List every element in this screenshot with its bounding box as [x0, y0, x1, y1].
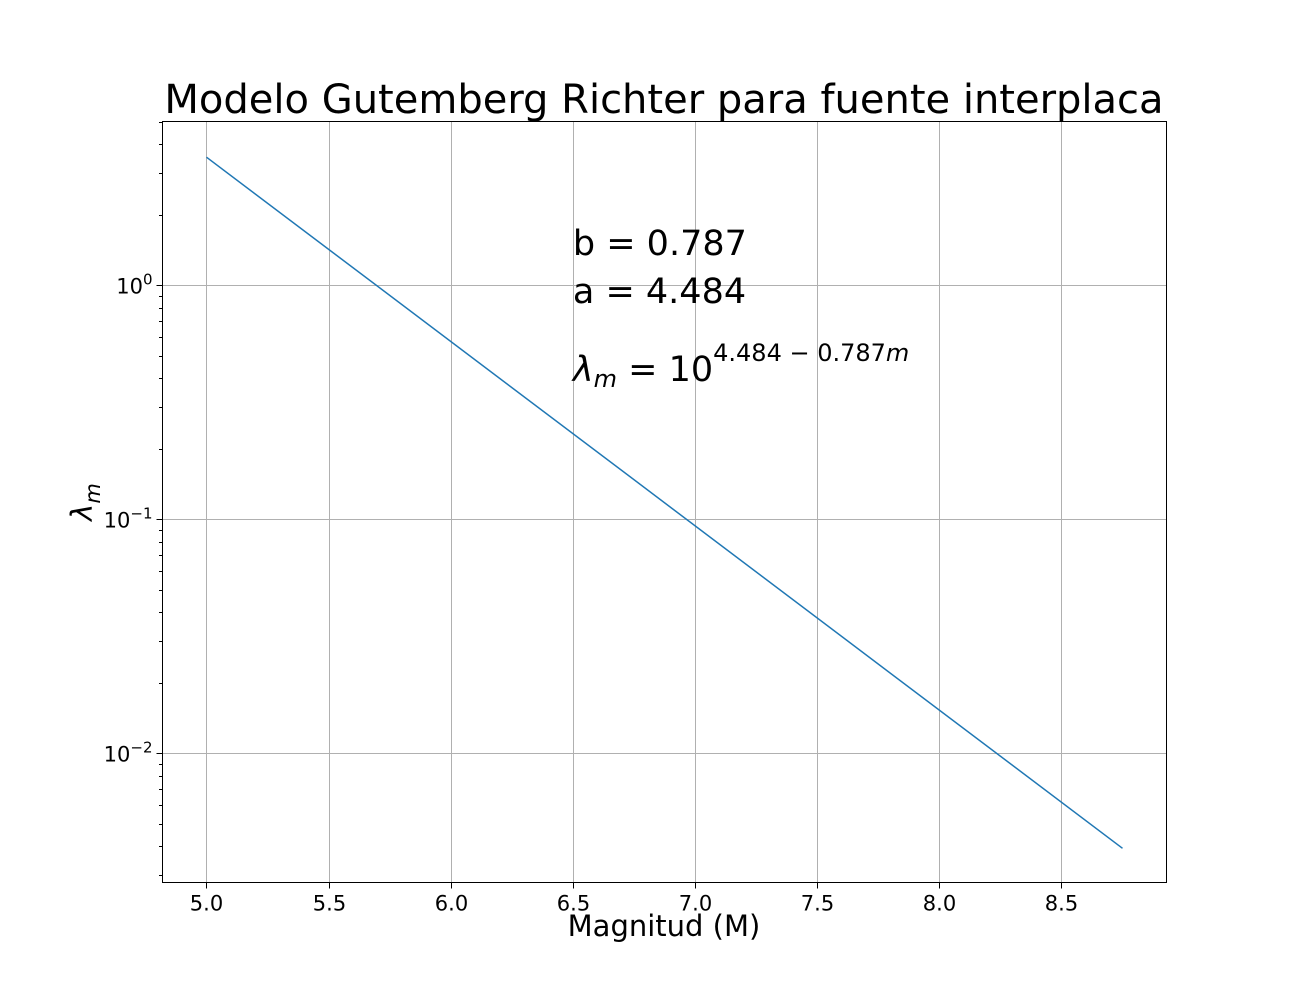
- y-axis-label-subscript: m: [81, 483, 105, 503]
- major-ticks: [156, 285, 1062, 889]
- x-tick-label: 8.0: [923, 892, 956, 916]
- x-tick-label: 5.5: [313, 892, 346, 916]
- plot-frame: [162, 121, 1167, 883]
- formula-equals-ten: = 10: [617, 350, 713, 390]
- x-tick-label: 7.5: [801, 892, 834, 916]
- x-tick-label: 7.0: [679, 892, 712, 916]
- series-line: [206, 156, 1123, 849]
- annotation-b: b = 0.787: [573, 224, 747, 264]
- y-axis-label: λm: [65, 483, 105, 523]
- y-tick-label: 10−2: [104, 739, 153, 767]
- y-tick-label: 10−1: [104, 505, 153, 533]
- x-tick-label: 6.5: [557, 892, 590, 916]
- minor-ticks: [159, 122, 163, 876]
- tick-labels: 5.0 5.5 6.0 6.5 7.0 7.5 8.0 8.5 100 10−1 10−2: [104, 271, 1079, 916]
- x-tick-label: 6.0: [435, 892, 468, 916]
- formula-lambda: λ: [571, 350, 594, 390]
- annotation-a: a = 4.484: [573, 272, 746, 312]
- formula-subscript: m: [594, 365, 617, 393]
- series: [206, 156, 1123, 849]
- grid: [162, 121, 1167, 883]
- x-axis-label: Magnitud (M): [568, 909, 761, 943]
- formula-exponent: 4.484 − 0.787: [713, 339, 886, 367]
- formula-exponent-var: m: [886, 339, 909, 367]
- x-tick-label: 8.5: [1045, 892, 1078, 916]
- annotations: b = 0.787 a = 4.484 λm = 104.484 − 0.787…: [571, 224, 909, 393]
- y-axis-label-symbol: λ: [65, 504, 99, 523]
- annotation-formula: λm = 104.484 − 0.787m: [571, 339, 909, 393]
- x-tick-label: 5.0: [190, 892, 223, 916]
- chart-title: Modelo Gutemberg Richter para fuente int…: [164, 77, 1163, 123]
- y-tick-label: 100: [116, 271, 152, 299]
